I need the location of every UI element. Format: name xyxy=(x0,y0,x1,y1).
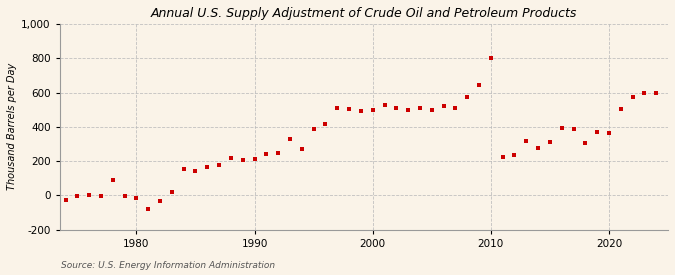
Point xyxy=(320,122,331,127)
Point xyxy=(545,140,556,144)
Point xyxy=(190,169,201,174)
Point xyxy=(627,95,638,99)
Point xyxy=(49,193,59,198)
Point xyxy=(225,156,236,160)
Point xyxy=(497,155,508,159)
Point xyxy=(568,126,579,131)
Point xyxy=(474,82,485,87)
Point xyxy=(155,198,165,203)
Point xyxy=(72,194,83,199)
Point xyxy=(485,56,496,60)
Point xyxy=(214,162,225,167)
Point xyxy=(450,106,461,110)
Point xyxy=(391,106,402,110)
Point xyxy=(167,190,178,194)
Point xyxy=(96,194,107,199)
Point xyxy=(580,141,591,145)
Point xyxy=(438,104,449,108)
Y-axis label: Thousand Barrels per Day: Thousand Barrels per Day xyxy=(7,63,17,191)
Point xyxy=(261,152,272,156)
Point xyxy=(556,125,567,130)
Point xyxy=(367,108,378,112)
Point xyxy=(119,194,130,199)
Point xyxy=(107,178,118,182)
Point xyxy=(143,207,154,211)
Point xyxy=(60,197,71,202)
Point xyxy=(178,167,189,171)
Point xyxy=(509,153,520,157)
Point xyxy=(616,107,626,111)
Point xyxy=(84,192,95,197)
Point xyxy=(344,107,354,111)
Point xyxy=(356,109,367,114)
Point xyxy=(296,147,307,151)
Point xyxy=(332,106,343,110)
Point xyxy=(414,106,425,110)
Point xyxy=(285,137,296,141)
Point xyxy=(238,158,248,163)
Point xyxy=(521,139,532,144)
Point xyxy=(249,157,260,162)
Point xyxy=(427,108,437,112)
Point xyxy=(131,196,142,200)
Point xyxy=(403,108,414,112)
Title: Annual U.S. Supply Adjustment of Crude Oil and Petroleum Products: Annual U.S. Supply Adjustment of Crude O… xyxy=(151,7,577,20)
Point xyxy=(202,165,213,169)
Point xyxy=(273,150,284,155)
Point xyxy=(639,91,650,96)
Text: Source: U.S. Energy Information Administration: Source: U.S. Energy Information Administ… xyxy=(61,260,275,270)
Point xyxy=(603,131,614,135)
Point xyxy=(651,91,661,96)
Point xyxy=(592,130,603,134)
Point xyxy=(308,126,319,131)
Point xyxy=(379,102,390,107)
Point xyxy=(533,146,543,150)
Point xyxy=(462,95,472,99)
